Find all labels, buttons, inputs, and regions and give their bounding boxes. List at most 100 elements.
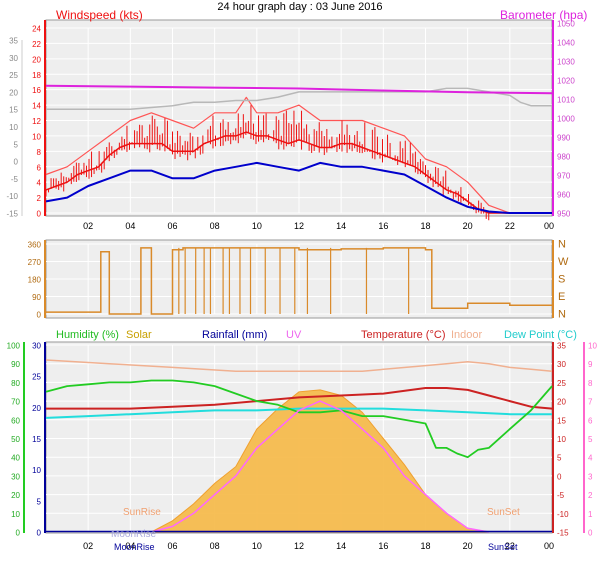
temperature-tick-10: -15: [557, 529, 569, 538]
far-left-tick-9: -10: [6, 192, 18, 201]
far-left-tick-7: 0: [14, 158, 19, 167]
wind-baro-grid: [46, 27, 552, 214]
uv-tick-9: 1: [588, 510, 593, 519]
x-tick-18: 18: [420, 541, 430, 551]
legend-indoor: Indoor: [451, 329, 483, 341]
humidity-tick-6: 40: [11, 454, 20, 463]
barometer-axis-title: Barometer (hpa): [500, 8, 587, 22]
wind-gust-line: [45, 96, 552, 214]
barometer-tick-8: 970: [557, 172, 571, 181]
compass-tick-4: N: [558, 309, 566, 321]
x-tick-04: 04: [125, 541, 135, 551]
rainfall-tick-6: 0: [37, 529, 42, 538]
uv-tick-3: 7: [588, 398, 593, 407]
moonrise-axis-label: MoonRise: [114, 542, 155, 552]
uv-tick-5: 5: [588, 435, 593, 444]
windspeed-tick-4: 16: [32, 86, 41, 95]
windspeed-tick-10: 4: [37, 179, 42, 188]
compass-tick-1: W: [558, 256, 569, 268]
legend-solar: Solar: [126, 329, 152, 341]
barometer-tick-3: 1020: [557, 77, 575, 86]
x-tick-20: 20: [463, 541, 473, 551]
x-tick-06: 06: [167, 541, 177, 551]
direction-series: [46, 247, 552, 315]
windspeed-tick-0: 24: [32, 25, 41, 34]
temperature-tick-3: 20: [557, 398, 566, 407]
humidity-tick-0: 100: [7, 342, 21, 351]
barometer-tick-6: 990: [557, 134, 571, 143]
temperature-tick-9: -10: [557, 510, 569, 519]
x-tick-04: 04: [125, 221, 135, 231]
humidity-tick-1: 90: [11, 360, 20, 369]
x-tick-12: 12: [294, 541, 304, 551]
far-left-tick-2: 25: [9, 71, 18, 80]
wind-baro-series: [45, 84, 553, 221]
x-tick-08: 08: [210, 221, 220, 231]
x-tick-10: 10: [252, 541, 262, 551]
temperature-tick-7: 0: [557, 472, 562, 481]
x-tick-14: 14: [336, 221, 346, 231]
wind-direction-line: [46, 247, 552, 315]
legend-rainfall: Rainfall (mm): [202, 329, 267, 341]
windspeed-tick-9: 6: [37, 163, 42, 172]
windspeed-tick-6: 12: [32, 117, 41, 126]
far-left-tick-8: -5: [11, 175, 19, 184]
legend-dewpoint: Dew Point (°C): [504, 329, 577, 341]
legend-uv: UV: [286, 329, 302, 341]
humidity-tick-10: 0: [16, 529, 21, 538]
uv-tick-4: 6: [588, 416, 593, 425]
temperature-tick-1: 30: [557, 360, 566, 369]
uv-line: [151, 400, 489, 533]
graph-title: 24 hour graph day : 03 June 2016: [217, 1, 382, 13]
sunrise-label: SunRise: [123, 507, 161, 518]
windspeed-tick-5: 14: [32, 102, 41, 111]
humidity-temp-series: [45, 359, 553, 533]
barometer-tick-1: 1040: [557, 39, 575, 48]
humidity-x-ticks: 02 04 06 08 10 12 14 16 18 20 22 00: [83, 541, 554, 551]
uv-tick-6: 4: [588, 454, 593, 463]
temperature-tick-0: 35: [557, 342, 566, 351]
rainfall-tick-5: 5: [37, 497, 42, 506]
rainfall-tick-1: 25: [32, 373, 41, 382]
rainfall-tick-3: 15: [32, 435, 41, 444]
compass-tick-2: S: [558, 274, 565, 286]
x-tick-22: 22: [505, 541, 515, 551]
direction-tick-3: 90: [32, 293, 41, 302]
humidity-tick-8: 20: [11, 491, 20, 500]
windspeed-tick-8: 8: [37, 148, 42, 157]
x-tick-10: 10: [252, 221, 262, 231]
x-tick-14: 14: [336, 541, 346, 551]
sunset-label: SunSet: [487, 507, 520, 518]
indoor-temperature-line: [45, 359, 553, 372]
rainfall-ticks: 30 25 20 15 10 5 0: [32, 342, 41, 538]
rainfall-tick-0: 30: [32, 342, 41, 351]
x-tick-00: 00: [544, 541, 554, 551]
direction-tick-0: 360: [28, 241, 42, 250]
compass-tick-3: E: [558, 291, 565, 303]
x-tick-22: 22: [505, 221, 515, 231]
far-left-tick-6: 5: [14, 140, 19, 149]
humidity-tick-4: 60: [11, 416, 20, 425]
compass-tick-0: N: [558, 239, 566, 251]
moonrise-label: MoonRise: [111, 529, 156, 540]
direction-tick-1: 270: [28, 258, 42, 267]
uv-tick-1: 9: [588, 360, 593, 369]
uv-tick-0: 10: [588, 342, 597, 351]
far-left-tick-0: 35: [9, 37, 18, 46]
barometer-line: [45, 84, 553, 95]
barometer-tick-0: 1050: [557, 20, 575, 29]
humidity-temp-panel: Humidity (%) Solar Rainfall (mm) UV Temp…: [7, 329, 598, 552]
dew-point-line: [45, 407, 552, 419]
humidity-tick-9: 10: [11, 510, 20, 519]
barometer-tick-7: 980: [557, 153, 571, 162]
sunset-axis-label: SunSet: [488, 542, 518, 552]
windspeed-tick-2: 20: [32, 55, 41, 64]
x-tick-08: 08: [210, 541, 220, 551]
far-left-tick-4: 15: [9, 106, 18, 115]
x-tick-18: 18: [420, 221, 430, 231]
temperature-tick-4: 15: [557, 416, 566, 425]
legend-humidity: Humidity (%): [56, 329, 119, 341]
